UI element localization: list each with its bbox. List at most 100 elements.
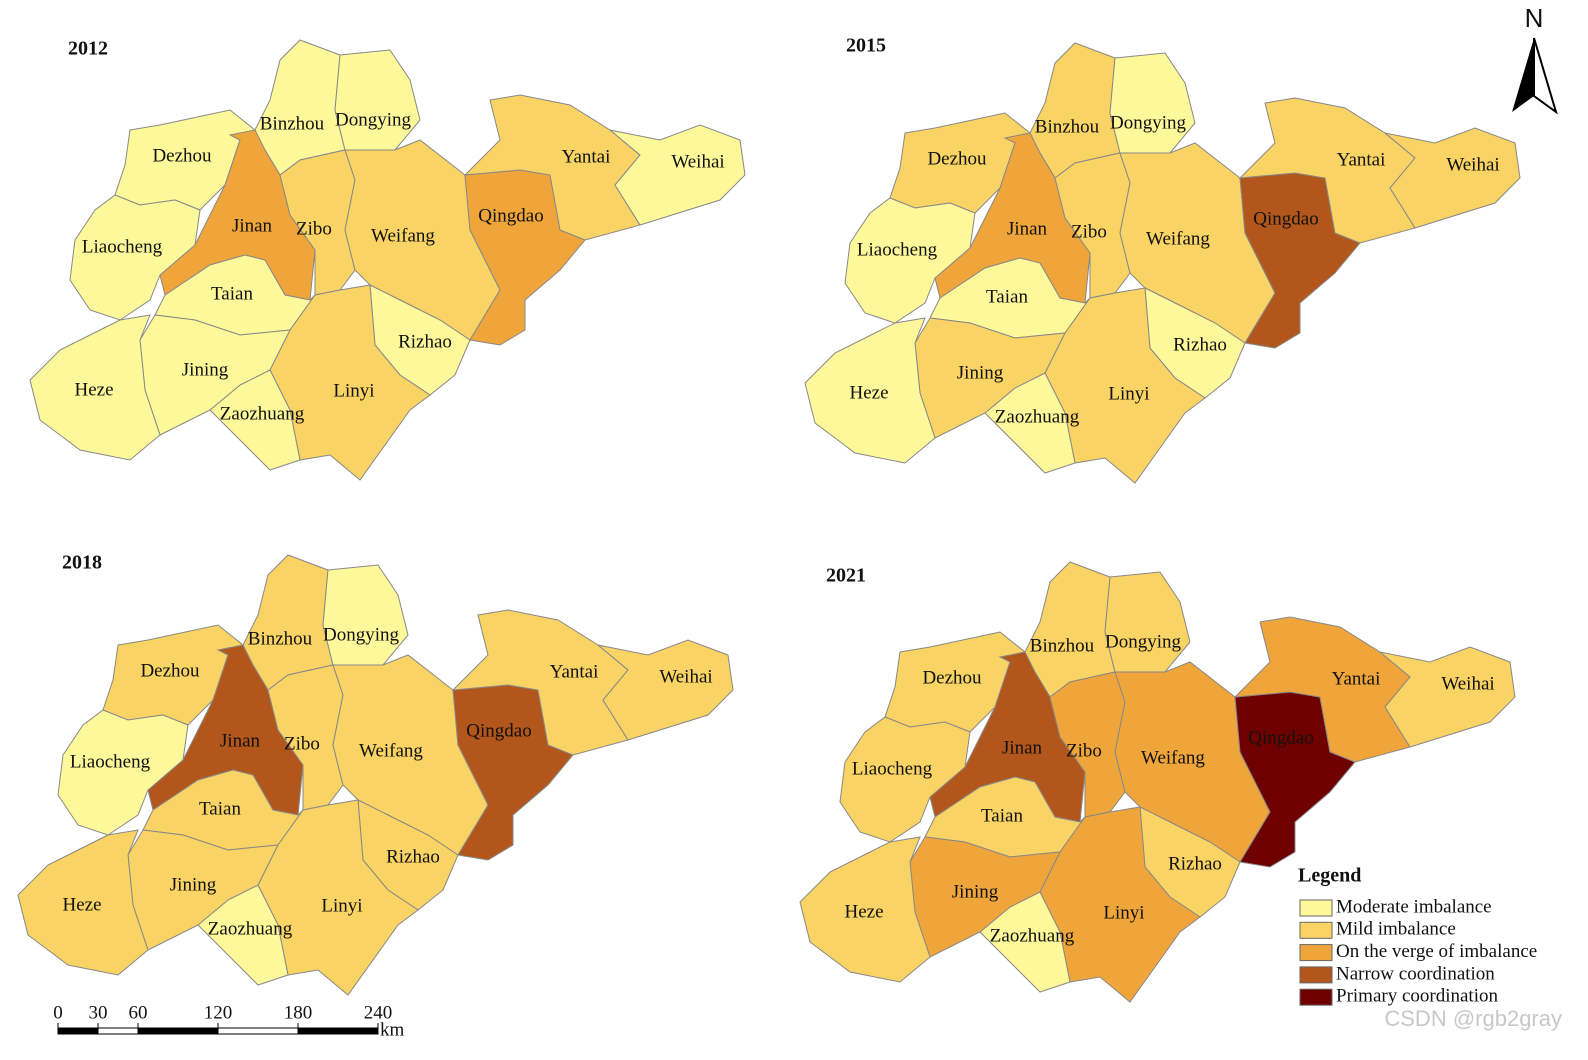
- scale-unit: km: [380, 1019, 405, 1040]
- legend-label: Primary coordination: [1336, 986, 1498, 1007]
- city-label: Weihai: [1441, 673, 1494, 694]
- city-label: Qingdao: [478, 205, 543, 226]
- region: [804, 317, 936, 464]
- region: [609, 124, 746, 226]
- region: [463, 94, 641, 241]
- region: [1104, 571, 1191, 673]
- city-label: Binzhou: [248, 628, 313, 649]
- north-label: N: [1525, 3, 1544, 33]
- city-label: Jinan: [232, 215, 273, 236]
- city-label: Taian: [199, 798, 241, 819]
- scale-segment: [137, 1027, 219, 1035]
- region: [1384, 127, 1521, 229]
- city-label: Heze: [74, 379, 113, 400]
- region: [1379, 646, 1516, 748]
- city-label: Dezhou: [927, 148, 987, 169]
- scale-segment: [217, 1027, 299, 1035]
- city-label: Taian: [211, 283, 253, 304]
- north-arrow: N: [1512, 3, 1558, 115]
- city-label: Weifang: [1141, 747, 1205, 768]
- scale-label: 180: [284, 1002, 313, 1023]
- city-label: Zibo: [284, 733, 320, 754]
- city-label: Zaozhuang: [220, 403, 305, 424]
- region: [889, 112, 1031, 214]
- region: [102, 624, 244, 726]
- map-panel: Dezhou Binzhou Dongying Jinan Liaocheng Zibo W…: [804, 35, 1521, 484]
- scale-label: 0: [53, 1002, 63, 1023]
- city-label: Jinan: [220, 730, 261, 751]
- region: [69, 194, 201, 321]
- city-label: Jining: [182, 359, 229, 380]
- scale-segment: [57, 1027, 99, 1035]
- legend-swatch: [1299, 988, 1333, 1006]
- region: [1238, 97, 1416, 244]
- city-label: Weifang: [371, 225, 435, 246]
- legend-label: Mild imbalance: [1336, 919, 1456, 940]
- city-label: Dongying: [1110, 112, 1187, 133]
- year-label: 2012: [68, 38, 108, 60]
- city-label: Binzhou: [260, 113, 325, 134]
- legend-swatch: [1299, 899, 1333, 917]
- region: [322, 564, 409, 666]
- region: [884, 631, 1026, 733]
- region: [839, 716, 971, 843]
- map-panel: Dezhou Binzhou Dongying Jinan Liaocheng Zibo W…: [17, 552, 734, 996]
- city-label: Qingdao: [1253, 208, 1318, 229]
- city-label: Qingdao: [1248, 727, 1313, 748]
- city-label: Liaocheng: [70, 751, 151, 772]
- city-label: Yantai: [1337, 149, 1386, 170]
- legend-swatch: [1299, 966, 1333, 984]
- city-label: Heze: [844, 901, 883, 922]
- year-label: 2018: [62, 552, 102, 574]
- city-label: Jining: [170, 874, 217, 895]
- city-label: Binzhou: [1035, 116, 1100, 137]
- region: [57, 709, 189, 836]
- legend-label: On the verge of imbalance: [1336, 941, 1537, 962]
- city-label: Weifang: [359, 740, 423, 761]
- city-label: Rizhao: [1168, 853, 1222, 874]
- city-label: Yantai: [1332, 668, 1381, 689]
- city-label: Weihai: [1446, 154, 1499, 175]
- legend-label: Narrow coordination: [1336, 963, 1495, 984]
- region: [1109, 52, 1196, 154]
- region: [29, 314, 161, 461]
- city-label: Zaozhuang: [208, 918, 293, 939]
- region: [1233, 616, 1411, 763]
- year-label: 2015: [846, 35, 886, 57]
- city-label: Linyi: [333, 380, 374, 401]
- region: [597, 639, 734, 741]
- city-label: Zaozhuang: [995, 406, 1080, 427]
- region: [334, 49, 421, 151]
- city-label: Weihai: [671, 151, 724, 172]
- watermark: CSDN @rgb2gray: [1384, 1006, 1562, 1031]
- legend-label: Moderate imbalance: [1336, 896, 1492, 917]
- legend-swatch: [1299, 921, 1333, 939]
- city-label: Rizhao: [386, 846, 440, 867]
- city-label: Weihai: [659, 666, 712, 687]
- city-label: Binzhou: [1030, 635, 1095, 656]
- city-label: Yantai: [550, 661, 599, 682]
- scale-segment: [97, 1027, 139, 1035]
- city-label: Dongying: [323, 624, 400, 645]
- map-panel: Dezhou Binzhou Dongying Jinan Liaocheng Zibo W…: [29, 38, 746, 481]
- scale-label: 60: [129, 1002, 148, 1023]
- city-label: Linyi: [1103, 902, 1144, 923]
- year-label: 2021: [826, 565, 866, 587]
- city-label: Yantai: [562, 146, 611, 167]
- city-label: Zaozhuang: [990, 925, 1075, 946]
- city-label: Linyi: [1108, 383, 1149, 404]
- city-label: Dezhou: [152, 145, 212, 166]
- city-label: Zibo: [1066, 740, 1102, 761]
- region: [17, 829, 149, 976]
- city-label: Dezhou: [140, 660, 200, 681]
- city-label: Liaocheng: [82, 236, 163, 257]
- city-label: Zibo: [1071, 221, 1107, 242]
- scale-label: 30: [89, 1002, 108, 1023]
- city-label: Jining: [952, 881, 999, 902]
- legend-title: Legend: [1298, 865, 1361, 887]
- city-label: Heze: [62, 894, 101, 915]
- scale-label: 120: [204, 1002, 233, 1023]
- city-label: Rizhao: [1173, 334, 1227, 355]
